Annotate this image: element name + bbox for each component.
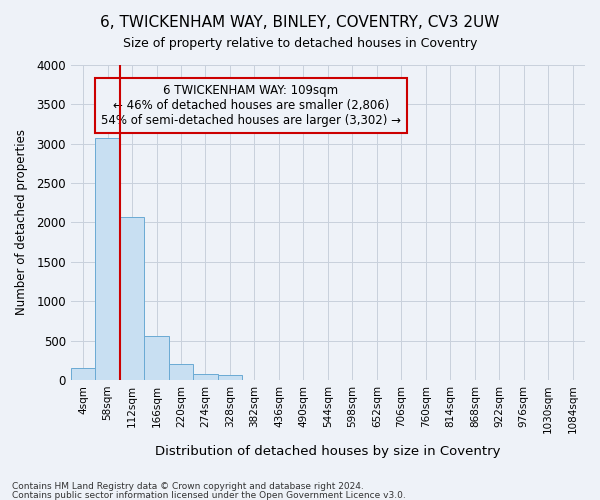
- Text: Contains HM Land Registry data © Crown copyright and database right 2024.: Contains HM Land Registry data © Crown c…: [12, 482, 364, 491]
- Bar: [144, 336, 169, 380]
- Text: 6 TWICKENHAM WAY: 109sqm
← 46% of detached houses are smaller (2,806)
54% of sem: 6 TWICKENHAM WAY: 109sqm ← 46% of detach…: [101, 84, 401, 127]
- Text: Contains public sector information licensed under the Open Government Licence v3: Contains public sector information licen…: [12, 490, 406, 500]
- Text: 6, TWICKENHAM WAY, BINLEY, COVENTRY, CV3 2UW: 6, TWICKENHAM WAY, BINLEY, COVENTRY, CV3…: [100, 15, 500, 30]
- Bar: [169, 364, 193, 380]
- Y-axis label: Number of detached properties: Number of detached properties: [15, 130, 28, 316]
- Bar: [218, 375, 242, 380]
- X-axis label: Distribution of detached houses by size in Coventry: Distribution of detached houses by size …: [155, 444, 500, 458]
- Bar: [71, 368, 95, 380]
- Bar: [193, 374, 218, 380]
- Bar: [95, 138, 120, 380]
- Bar: [120, 216, 144, 380]
- Text: Size of property relative to detached houses in Coventry: Size of property relative to detached ho…: [123, 38, 477, 51]
